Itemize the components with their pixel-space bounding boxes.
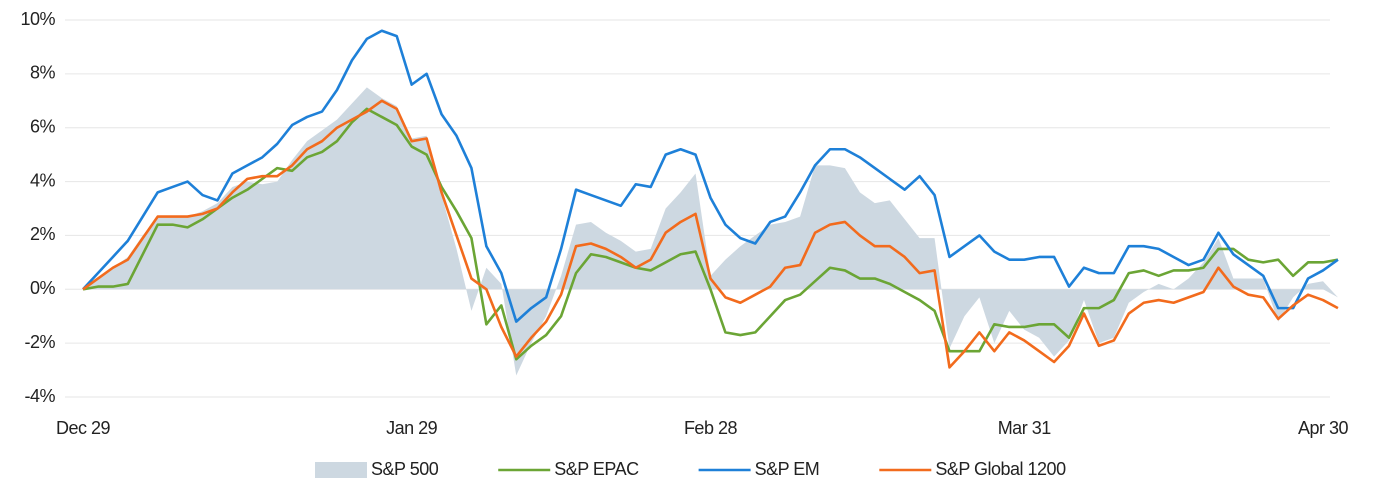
legend-swatch — [315, 462, 367, 478]
x-tick-label: Mar 31 — [998, 418, 1052, 438]
x-tick-label: Dec 29 — [56, 418, 111, 438]
line — [82, 99, 1339, 369]
x-tick-label: Feb 28 — [684, 418, 738, 438]
legend-label: S&P 500 — [371, 459, 439, 479]
y-tick-label: 4% — [30, 170, 56, 190]
y-tick-label: 2% — [30, 224, 56, 244]
legend-label: S&P Global 1200 — [935, 459, 1066, 479]
y-tick-label: 10% — [20, 9, 55, 29]
x-tick-label: Apr 30 — [1298, 418, 1349, 438]
y-tick-label: 0% — [30, 278, 56, 298]
line — [82, 29, 1339, 323]
legend-label: S&P EM — [755, 459, 820, 479]
y-tick-label: 6% — [30, 116, 56, 136]
line — [82, 107, 1339, 361]
legend-label: S&P EPAC — [554, 459, 639, 479]
y-tick-label: -2% — [24, 332, 55, 352]
area — [83, 87, 1338, 376]
x-tick-label: Jan 29 — [386, 418, 438, 438]
y-tick-label: 8% — [30, 63, 56, 83]
y-tick-label: -4% — [24, 386, 55, 406]
